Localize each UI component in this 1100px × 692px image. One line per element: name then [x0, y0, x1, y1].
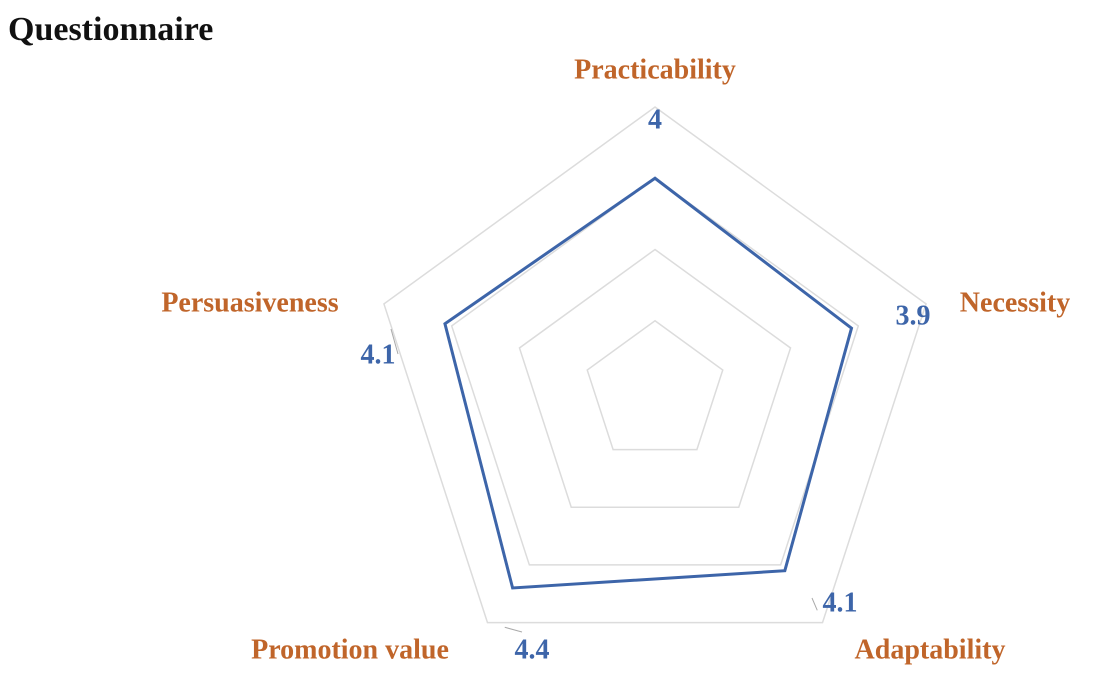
category-label: Persuasiveness: [161, 287, 338, 318]
chart-title: Questionnaire: [8, 11, 213, 48]
value-label: 4: [648, 104, 662, 135]
category-label: Necessity: [960, 287, 1070, 318]
grid-ring: [518, 248, 792, 509]
grid-ring: [586, 319, 724, 451]
category-label: Practicability: [574, 54, 736, 85]
value-label: 4.1: [361, 339, 396, 370]
leader-line: [811, 597, 818, 611]
value-label: 3.9: [896, 300, 931, 331]
value-label: 4.4: [515, 634, 550, 665]
leader-line: [504, 626, 523, 633]
grid-ring: [383, 106, 927, 624]
category-label: Promotion value: [251, 634, 449, 665]
value-label: 4.1: [823, 587, 858, 618]
leader-line: [390, 328, 399, 355]
series-line: [443, 176, 854, 590]
grid-ring: [450, 177, 860, 566]
category-label: Adaptability: [855, 634, 1006, 665]
